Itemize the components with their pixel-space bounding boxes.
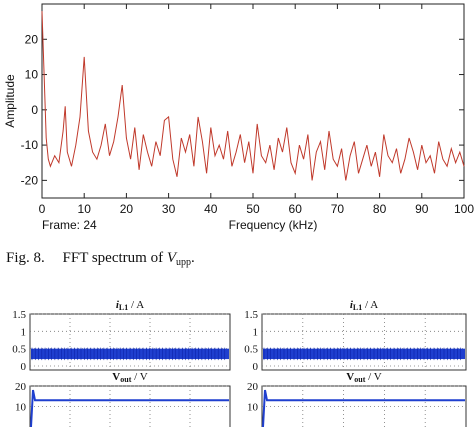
scope-title-unit: / V — [131, 371, 147, 383]
fft-series-line — [41, 11, 465, 181]
scope-title: iL1 / A — [350, 299, 378, 312]
scope-title-unit: / V — [365, 371, 381, 383]
scope-y-tick-label: 10 — [15, 402, 27, 414]
scope-frame — [29, 313, 231, 371]
scope-voltage-line — [30, 389, 229, 427]
x-tick-label: 50 — [246, 202, 260, 216]
figure-caption: Fig. 8. FFT spectrum of Vupp. — [6, 250, 195, 268]
frame-label: Frame: 24 — [42, 218, 97, 232]
scope-title-symbol: i — [350, 299, 354, 311]
caption-subscript: upp — [176, 257, 191, 268]
scope-y-tick-label: 1 — [253, 326, 259, 338]
x-tick-label: 40 — [204, 202, 218, 216]
y-tick-label: 10 — [25, 68, 39, 82]
scope-y-tick-label: 0.5 — [244, 344, 258, 356]
scope-title: iL1 / A — [116, 299, 144, 312]
scope-title-subscript: L1 — [119, 303, 128, 312]
scope-y-tick-label: 1.5 — [12, 309, 26, 321]
x-tick-label: 90 — [415, 202, 429, 216]
scope-y-tick-label: 0 — [253, 361, 259, 373]
scope-title-unit: / A — [362, 299, 378, 311]
scope-title-subscript: out — [354, 375, 365, 384]
scope-voltage-line — [262, 389, 465, 427]
scope-title-subscript: L1 — [353, 303, 362, 312]
scope-frame — [261, 385, 467, 427]
scope-y-tick-label: 0.5 — [12, 344, 26, 356]
scope-title-subscript: out — [120, 375, 131, 384]
x-tick-label: 100 — [454, 202, 474, 216]
y-tick-label: -20 — [21, 173, 39, 187]
scope-title-unit: / A — [128, 299, 144, 311]
scope-y-tick-label: 10 — [247, 402, 259, 414]
scope-y-tick-label: 1 — [21, 326, 27, 338]
scope-y-tick-label: 20 — [247, 381, 259, 393]
x-tick-label: 60 — [289, 202, 303, 216]
x-tick-label: 80 — [373, 202, 387, 216]
x-tick-label: 20 — [120, 202, 134, 216]
y-tick-label: 0 — [31, 103, 38, 117]
scope-frame — [261, 313, 467, 371]
x-tick-label: 10 — [78, 202, 92, 216]
scope-title-symbol: V — [112, 371, 120, 383]
y-tick-label: -10 — [21, 138, 39, 152]
scope-y-tick-label: 0 — [21, 361, 27, 373]
caption-label: Fig. 8. — [6, 250, 45, 266]
scope-title-symbol: i — [116, 299, 120, 311]
scope-y-tick-label: 1.5 — [244, 309, 258, 321]
caption-end: . — [191, 250, 195, 266]
y-tick-label: 20 — [25, 32, 39, 46]
y-axis-label: Amplitude — [3, 74, 17, 128]
x-tick-label: 30 — [162, 202, 176, 216]
caption-symbol: V — [166, 250, 176, 266]
x-tick-label: 0 — [39, 202, 46, 216]
scope-title: Vout / V — [346, 371, 381, 384]
x-tick-label: 70 — [331, 202, 345, 216]
scope-title-symbol: V — [346, 371, 354, 383]
x-axis-label: Frequency (kHz) — [229, 218, 318, 232]
caption-text: FFT spectrum of — [62, 250, 164, 266]
scope-y-tick-label: 20 — [15, 381, 27, 393]
scope-title: Vout / V — [112, 371, 147, 384]
fft-spectrum-chart: 0 10 20 30 40 50 60 70 80 90 10020100-10-20Amplitu… — [3, 3, 474, 232]
